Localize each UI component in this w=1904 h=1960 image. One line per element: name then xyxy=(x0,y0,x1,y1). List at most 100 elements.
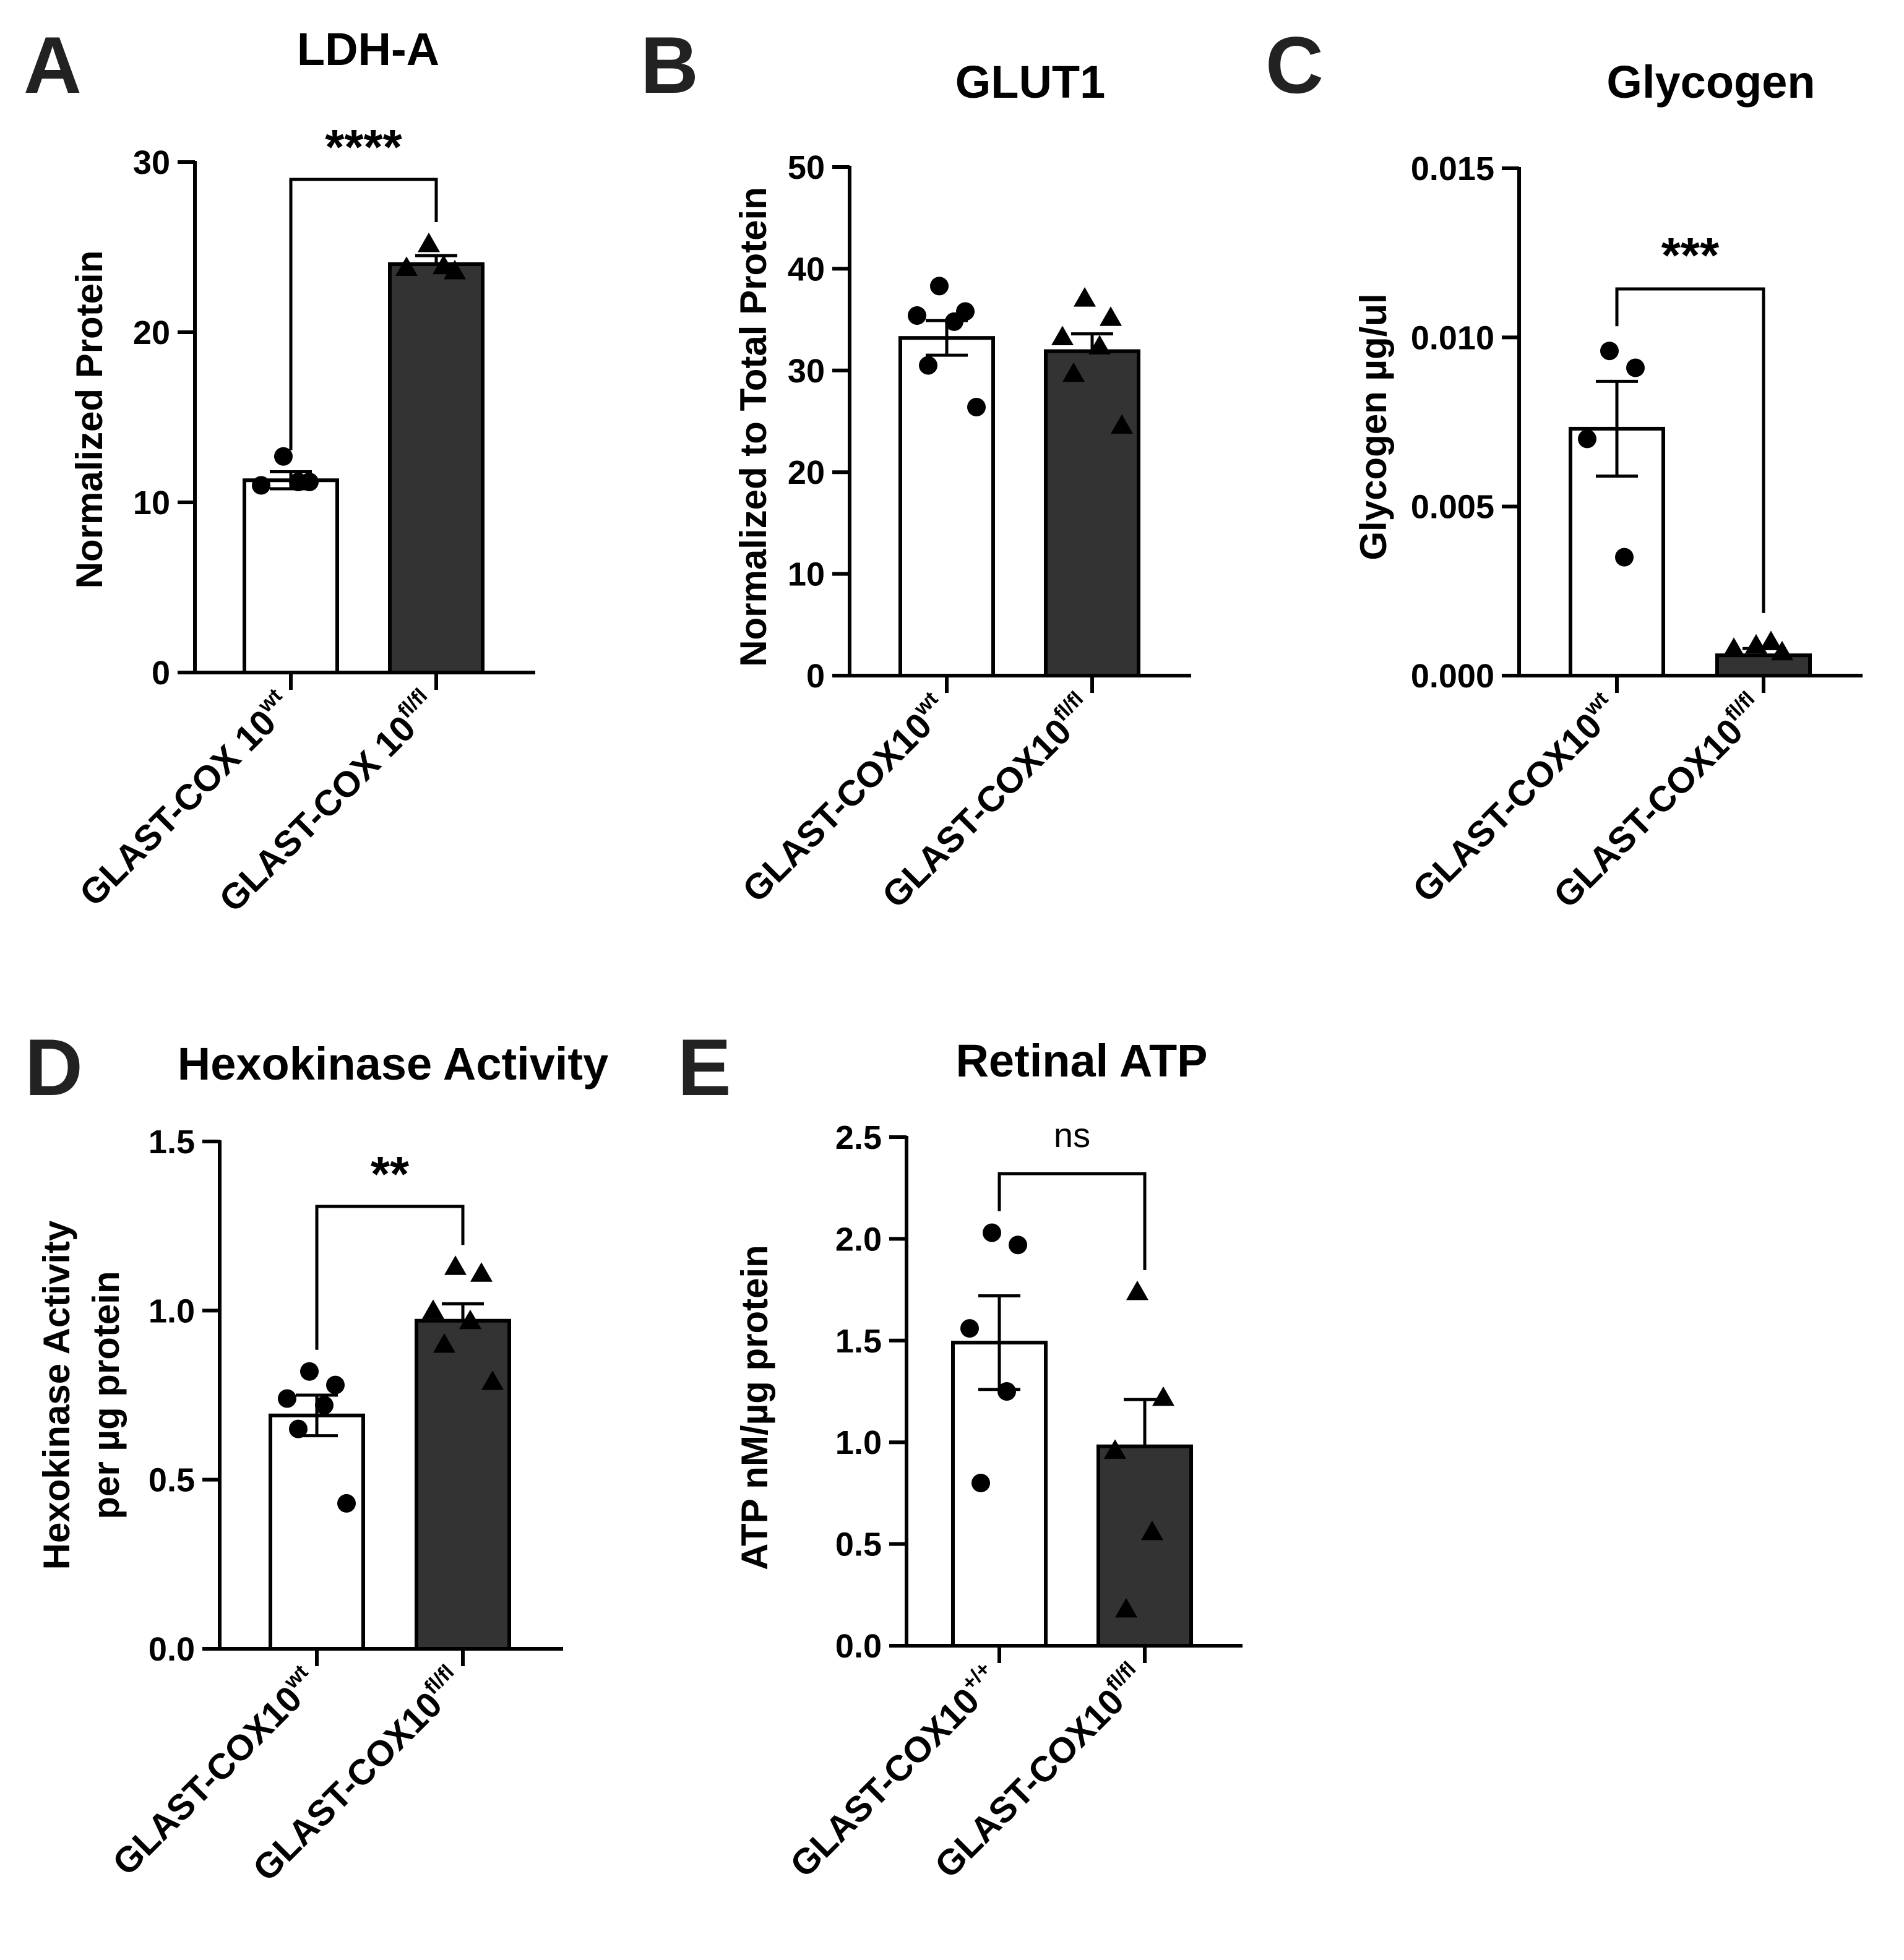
bar-1 xyxy=(269,1413,365,1651)
data-point-circle xyxy=(278,1389,296,1408)
y-tick-label: 0.0 xyxy=(835,1628,882,1665)
data-point-circle xyxy=(274,447,293,466)
chart-title: Glycogen xyxy=(1606,56,1815,108)
significance-bracket xyxy=(997,1172,1147,1270)
significance-label: **** xyxy=(325,119,402,174)
y-tick-label: 30 xyxy=(133,144,170,181)
panel-letter-a: A xyxy=(24,20,82,110)
data-point-triangle xyxy=(1760,630,1782,650)
data-point-circle xyxy=(337,1494,356,1513)
data-point-circle xyxy=(908,306,926,325)
data-point-circle xyxy=(289,1419,308,1438)
y-axis-label: Normalized Protein xyxy=(69,251,110,589)
data-point-circle xyxy=(997,1382,1016,1401)
panel-d-hexokinase: D Hexokinase Activity Hexokinase Activit… xyxy=(25,1022,608,1889)
data-point-circle xyxy=(289,473,308,491)
data-point-triangle xyxy=(1111,414,1133,434)
y-tick-label: 10 xyxy=(788,556,825,593)
y-tick-label: 1.5 xyxy=(149,1124,195,1161)
y-tick-label: 10 xyxy=(133,484,170,522)
chart-title: GLUT1 xyxy=(955,56,1106,108)
data-point-triangle xyxy=(1152,1386,1174,1406)
y-tick-label: 2.0 xyxy=(835,1221,882,1258)
data-point-circle xyxy=(967,397,986,416)
y-axis-label-line-1: Hexokinase Activity xyxy=(36,1220,77,1570)
y-tick-label: 0.000 xyxy=(1411,658,1494,695)
data-point-triangle xyxy=(422,1299,444,1319)
y-axis-label: ATP nM/µg protein xyxy=(734,1245,775,1570)
data-point-circle xyxy=(252,476,270,495)
data-point-circle xyxy=(945,312,963,331)
data-point-triangle xyxy=(1100,306,1122,326)
y-axis-label: Glycogen µg/ul xyxy=(1353,293,1394,560)
y-tick-label: 0.5 xyxy=(149,1462,195,1499)
y-tick-label: 2.5 xyxy=(835,1119,882,1156)
y-tick-label: 0 xyxy=(152,655,170,692)
significance-bracket xyxy=(1615,287,1765,613)
bar-2 xyxy=(1715,653,1812,677)
y-tick-label: 20 xyxy=(788,454,825,491)
data-point-circle xyxy=(1009,1236,1027,1255)
data-point-triangle xyxy=(1104,1439,1126,1459)
y-axis-label-line-2: per µg protein xyxy=(85,1271,127,1519)
y-tick-label: 0.0 xyxy=(149,1631,195,1668)
significance-label: ** xyxy=(371,1146,410,1201)
data-point-triangle xyxy=(481,1370,504,1390)
data-point-triangle xyxy=(1771,640,1793,661)
data-point-circle xyxy=(930,277,949,296)
bar-2 xyxy=(415,1318,511,1651)
data-point-circle xyxy=(300,1362,319,1381)
data-point-triangle xyxy=(459,1309,481,1330)
bar-1 xyxy=(243,478,339,674)
panel-a-ldh-a: A LDH-A Normalized Protein 0102030GLAST-… xyxy=(24,20,535,920)
data-point-triangle xyxy=(433,254,455,275)
y-tick-label: 20 xyxy=(133,314,170,351)
data-point-circle xyxy=(983,1223,1001,1242)
panel-b-glut1: B GLUT1 Normalized to Total Protein 0 10 2… xyxy=(640,20,1191,916)
data-point-circle xyxy=(1615,548,1634,567)
chart-title: Hexokinase Activity xyxy=(178,1038,608,1090)
data-point-triangle xyxy=(1141,1520,1163,1541)
data-point-circle xyxy=(1626,358,1645,377)
data-point-circle xyxy=(1600,342,1619,361)
y-tick-label: 0 xyxy=(806,658,825,695)
data-point-triangle xyxy=(1126,1280,1148,1300)
data-point-triangle xyxy=(444,1255,467,1275)
data-point-triangle xyxy=(470,1262,493,1282)
bar-2 xyxy=(1096,1444,1193,1648)
chart-title: LDH-A xyxy=(297,24,439,75)
data-point-triangle xyxy=(444,260,466,280)
panel-letter-c: C xyxy=(1265,20,1324,110)
y-tick-label: 30 xyxy=(788,353,825,390)
significance-bracket xyxy=(289,178,438,450)
data-point-triangle xyxy=(1074,287,1096,307)
data-point-circle xyxy=(326,1375,345,1395)
bar-2 xyxy=(388,262,485,674)
y-tick-label: 50 xyxy=(788,149,825,186)
chart-title: Retinal ATP xyxy=(955,1035,1207,1086)
significance-bracket xyxy=(315,1205,465,1350)
significance-label: ns xyxy=(1054,1115,1090,1154)
y-tick-label: 40 xyxy=(788,251,825,288)
y-tick-label: 0.005 xyxy=(1411,489,1494,526)
y-tick-label: 0.010 xyxy=(1411,319,1494,356)
y-axis-label: Normalized to Total Protein xyxy=(733,187,774,667)
data-point-triangle xyxy=(1051,325,1074,346)
panel-letter-b: B xyxy=(640,20,699,110)
y-tick-label: 1.5 xyxy=(835,1323,882,1360)
data-point-triangle xyxy=(1723,637,1745,657)
data-point-triangle xyxy=(1062,362,1085,382)
panel-letter-e: E xyxy=(678,1022,731,1112)
y-tick-label: 0.015 xyxy=(1411,150,1494,187)
panel-c-glycogen: C Glycogen Glycogen µg/ul 0.000 0.005 0.01… xyxy=(1265,20,1863,916)
y-tick-label: 0.5 xyxy=(835,1526,882,1563)
data-point-triangle xyxy=(1088,335,1111,355)
data-point-circle xyxy=(919,356,937,375)
bar-2 xyxy=(1044,349,1140,677)
bar-1 xyxy=(898,336,995,677)
data-point-circle xyxy=(960,1319,979,1338)
data-point-triangle xyxy=(1115,1597,1137,1618)
y-tick-label: 1.0 xyxy=(835,1424,882,1461)
panel-e-retinal-atp: E Retinal ATP ATP nM/µg protein 0.0 0.5 1.… xyxy=(678,1022,1243,1886)
